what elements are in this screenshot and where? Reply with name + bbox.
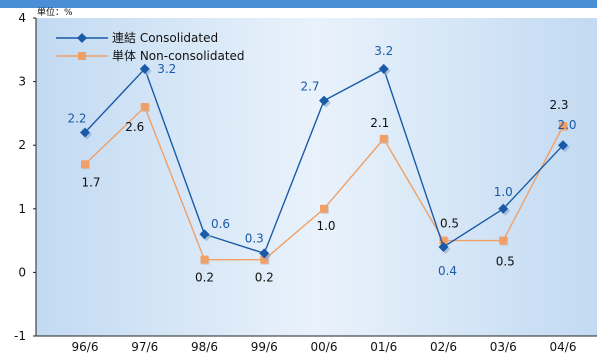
data-label: 0.5 — [496, 255, 515, 269]
legend-marker — [78, 52, 86, 60]
x-tick-label: 97/6 — [131, 340, 158, 354]
data-label: 0.6 — [211, 217, 230, 231]
data-point — [199, 229, 210, 240]
data-point — [200, 255, 209, 264]
x-tick-label: 99/6 — [251, 340, 278, 354]
y-tick-label: 1 — [18, 202, 26, 216]
data-point — [319, 95, 329, 106]
data-label: 2.6 — [125, 120, 144, 134]
x-tick-label: 02/6 — [430, 340, 457, 354]
data-point — [259, 248, 270, 259]
data-label: 1.7 — [81, 175, 100, 189]
data-label: 2.2 — [67, 111, 86, 125]
data-point — [320, 204, 328, 213]
series-consolidated: 2.2 3.2 0.6 0.3 2.7 3.2 0.4 1.0 2.0 — [67, 44, 576, 278]
data-point — [80, 127, 90, 138]
data-label: 1.0 — [316, 219, 335, 233]
x-tick-label: 00/6 — [311, 340, 338, 354]
data-point — [140, 103, 149, 112]
legend-label: 単体 Non-consolidated — [112, 49, 245, 63]
y-tick-label: 2 — [18, 138, 26, 152]
data-label: 3.2 — [157, 62, 176, 76]
x-tick-label: 04/6 — [550, 340, 577, 354]
data-label: 0.2 — [255, 271, 274, 285]
data-point — [439, 236, 448, 245]
unit-label: 単位：% — [37, 6, 73, 18]
series-layer: 1.72.60.2 0.21.02.10.50.52.32.23.20.60.32… — [67, 44, 576, 285]
y-tick-label: 4 — [18, 11, 26, 25]
data-label: 0.3 — [245, 231, 264, 245]
top-band — [0, 0, 597, 8]
data-label: 2.3 — [549, 98, 568, 112]
x-tick-label: 96/6 — [72, 340, 99, 354]
data-label: 1.0 — [494, 185, 513, 199]
data-point — [379, 134, 388, 143]
data-label: 2.1 — [370, 116, 389, 130]
data-point — [139, 63, 150, 74]
data-point — [559, 122, 567, 131]
legend: 連結 Consolidated 単体 Non-consolidated — [56, 31, 245, 63]
legend-label: 連結 Consolidated — [112, 31, 218, 45]
x-axis: 96/6 97/6 98/6 99/6 00/6 01/6 02/6 03/6 04/6 — [36, 335, 597, 354]
y-tick-label: -1 — [14, 329, 26, 343]
data-label: 2.7 — [300, 80, 319, 94]
data-label: 0.4 — [438, 264, 457, 278]
x-tick-label: 03/6 — [490, 340, 517, 354]
data-point — [438, 241, 449, 252]
y-axis: -1 0 1 2 3 4 — [14, 11, 37, 343]
y-tick-label: 3 — [18, 75, 26, 89]
data-label: 3.2 — [374, 44, 393, 58]
data-label: 2.0 — [557, 118, 576, 132]
x-tick-label: 01/6 — [370, 340, 397, 354]
data-label: 0.2 — [195, 271, 214, 285]
x-tick-label: 98/6 — [191, 340, 218, 354]
legend-marker — [77, 33, 87, 43]
data-point — [498, 203, 509, 214]
data-point — [378, 63, 389, 74]
data-label: 0.5 — [440, 217, 459, 231]
data-point — [81, 160, 89, 169]
series-non-consolidated: 1.7 2.6 0.2 0.2 1.0 2.1 0.5 0.5 2.3 — [81, 98, 569, 285]
data-point — [558, 140, 568, 151]
plot-area — [36, 18, 597, 336]
y-tick-label: 0 — [18, 265, 26, 279]
data-point — [499, 236, 508, 245]
data-point — [260, 255, 269, 264]
